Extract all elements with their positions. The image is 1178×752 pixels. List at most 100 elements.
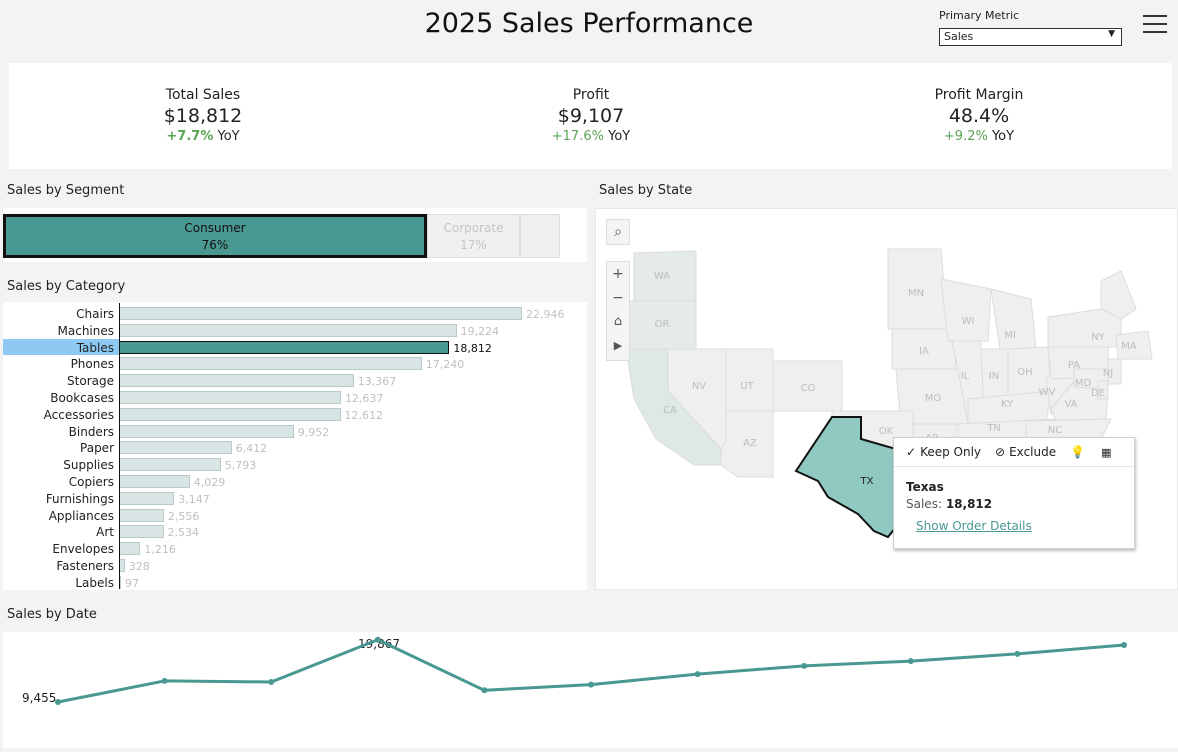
state-label: TN	[986, 423, 1001, 434]
category-row[interactable]: Chairs 22,946	[3, 305, 587, 321]
category-row[interactable]: Art 2,534	[3, 523, 587, 539]
zoom-out-button[interactable]: −	[612, 290, 624, 306]
kpi-yoy-pct: +7.7%	[166, 129, 214, 144]
category-bar[interactable]	[119, 475, 190, 488]
category-bar[interactable]	[119, 441, 232, 455]
category-value-label: 97	[125, 576, 139, 590]
segment-home-office[interactable]	[520, 214, 560, 258]
state-az[interactable]	[720, 410, 774, 478]
play-icon[interactable]: ▶	[613, 339, 623, 352]
category-bar[interactable]	[119, 424, 294, 438]
category-row[interactable]: Bookcases 12,637	[3, 389, 587, 405]
hamburger-menu-icon[interactable]	[1143, 15, 1167, 35]
kpi-profit-margin: Profit Margin 48.4% +9.2% YoY	[789, 63, 1169, 144]
state-label: MD	[1075, 378, 1092, 389]
date-point[interactable]	[694, 671, 701, 678]
view-data-icon[interactable]: ▦	[1101, 445, 1112, 459]
state-me[interactable]	[1100, 270, 1137, 320]
category-bar[interactable]	[119, 374, 354, 388]
category-bar[interactable]	[119, 508, 164, 522]
kpi-yoy-pct: +9.2%	[943, 129, 988, 144]
category-bar[interactable]	[119, 542, 141, 556]
state-label: OK	[879, 426, 894, 437]
date-point[interactable]	[55, 699, 61, 705]
state-tx[interactable]	[794, 416, 897, 539]
category-row[interactable]: Appliances 2,556	[3, 507, 587, 523]
category-bar[interactable]	[119, 407, 341, 421]
date-point[interactable]	[588, 681, 594, 688]
lightbulb-icon[interactable]: 💡	[1070, 445, 1086, 459]
category-value-label: 17,240	[425, 358, 465, 372]
category-name: Furnishings	[45, 491, 114, 506]
category-bar[interactable]	[119, 323, 457, 337]
state-va[interactable]	[1050, 378, 1109, 422]
tooltip-state: Texas	[906, 480, 944, 494]
category-name: Storage	[67, 374, 114, 389]
category-bar[interactable]	[119, 491, 175, 505]
home-icon[interactable]: ⌂	[613, 314, 623, 329]
category-name: Fasteners	[56, 559, 114, 573]
date-point[interactable]	[268, 678, 275, 685]
segment-title: Sales by Segment	[7, 183, 125, 198]
category-row[interactable]: Binders 9,952	[3, 423, 587, 439]
category-row[interactable]: Fasteners 328	[3, 557, 587, 573]
category-row[interactable]: Accessories 12,612	[3, 406, 587, 422]
state-label: PA	[1068, 360, 1080, 371]
category-value-label: 6,412	[235, 442, 268, 456]
category-bar[interactable]	[119, 357, 422, 371]
segment-consumer[interactable]: Consumer 76%	[3, 214, 427, 258]
date-point[interactable]	[1121, 642, 1127, 648]
category-bar[interactable]	[119, 525, 164, 539]
state-label: CA	[663, 405, 677, 416]
date-chart: 9,455 19,867	[3, 632, 1178, 748]
kpi-value: $18,812	[163, 105, 243, 127]
date-point[interactable]	[481, 687, 488, 694]
state-ut[interactable]	[725, 348, 774, 412]
date-point[interactable]	[161, 677, 168, 684]
date-series-line	[57, 638, 1125, 704]
zoom-in-button[interactable]: +	[612, 266, 624, 282]
segment-panel: Consumer 76% Corporate 17%	[3, 208, 587, 262]
category-row[interactable]: Supplies 5,793	[3, 456, 587, 472]
category-name: Accessories	[43, 407, 114, 422]
date-point[interactable]	[1014, 650, 1021, 657]
kpi-yoy: +9.2% YoY	[789, 129, 1169, 144]
state-ny[interactable]	[1047, 308, 1122, 348]
state-wi[interactable]	[940, 278, 992, 342]
state-de[interactable]	[1097, 380, 1109, 400]
category-bar[interactable]	[119, 307, 522, 320]
state-label: OH	[1017, 367, 1032, 378]
show-order-details-link[interactable]: Show Order Details	[916, 519, 1032, 533]
tooltip-metric-value: 18,812	[945, 497, 993, 511]
tooltip-metric-label: Sales:	[906, 497, 942, 511]
segment-name: Consumer	[184, 221, 246, 235]
category-row[interactable]: Storage 13,367	[3, 372, 587, 388]
category-row[interactable]: Furnishings 3,147	[3, 490, 587, 506]
category-row[interactable]: Envelopes 1,216	[3, 540, 587, 556]
date-point[interactable]	[374, 636, 381, 643]
category-name: Chairs	[76, 307, 114, 321]
primary-metric-select[interactable]: Sales ▼	[939, 28, 1122, 46]
category-bar[interactable]	[119, 391, 341, 404]
category-row[interactable]: Tables 18,812	[3, 338, 587, 355]
category-row[interactable]: Copiers 4,029	[3, 473, 587, 489]
date-point[interactable]	[801, 662, 808, 669]
category-value-label: 18,812	[453, 341, 492, 355]
exclude-button[interactable]: Exclude	[1009, 445, 1057, 459]
kpi-panel: Total Sales $18,812 +7.7% YoY Profit $9,…	[9, 63, 1172, 169]
state-label: IN	[989, 371, 999, 382]
category-row[interactable]: Paper 6,412	[3, 439, 587, 455]
segment-corporate[interactable]: Corporate 17%	[427, 214, 520, 258]
category-row[interactable]: Phones 17,240	[3, 355, 587, 371]
category-row[interactable]: Labels 97	[3, 574, 587, 590]
category-bar[interactable]	[119, 458, 221, 472]
map-search-icon[interactable]: ⌕	[606, 219, 630, 245]
state-ma[interactable]	[1115, 330, 1153, 360]
category-bar[interactable]	[119, 340, 450, 354]
date-point[interactable]	[907, 658, 914, 665]
state-label: OR	[655, 319, 670, 330]
category-row[interactable]: Machines 19,224	[3, 322, 587, 338]
keep-only-button[interactable]: Keep Only	[920, 445, 982, 459]
kpi-label: Profit	[572, 87, 610, 103]
state-label: MO	[925, 393, 942, 404]
